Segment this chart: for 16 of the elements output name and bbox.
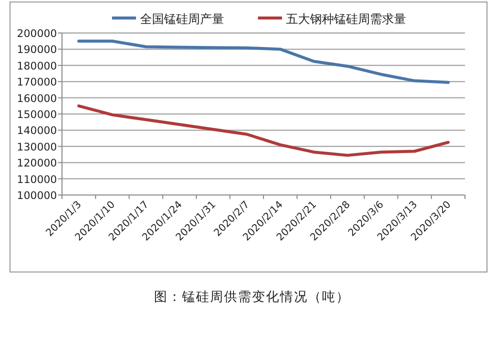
y-tick-label: 180000 bbox=[16, 60, 57, 72]
y-tick-label: 100000 bbox=[16, 190, 57, 202]
y-tick-label: 130000 bbox=[16, 141, 57, 154]
y-tick-label: 150000 bbox=[16, 109, 57, 121]
line-series bbox=[77, 104, 450, 157]
y-tick-label: 140000 bbox=[16, 125, 57, 138]
y-tick-label: 160000 bbox=[16, 92, 57, 105]
legend-label: 全国锰硅周产量 bbox=[140, 12, 224, 26]
legend-label: 五大钢种锰硅周需求量 bbox=[286, 12, 406, 26]
line-series bbox=[77, 40, 450, 84]
y-tick-label: 190000 bbox=[16, 44, 57, 56]
y-tick-label: 200000 bbox=[16, 28, 57, 40]
text: 图：锰硅周供需变化情况（吨） bbox=[154, 290, 350, 305]
y-tick-label: 170000 bbox=[16, 76, 57, 89]
y-tick-label: 120000 bbox=[16, 158, 57, 170]
y-tick-label: 110000 bbox=[16, 174, 57, 186]
